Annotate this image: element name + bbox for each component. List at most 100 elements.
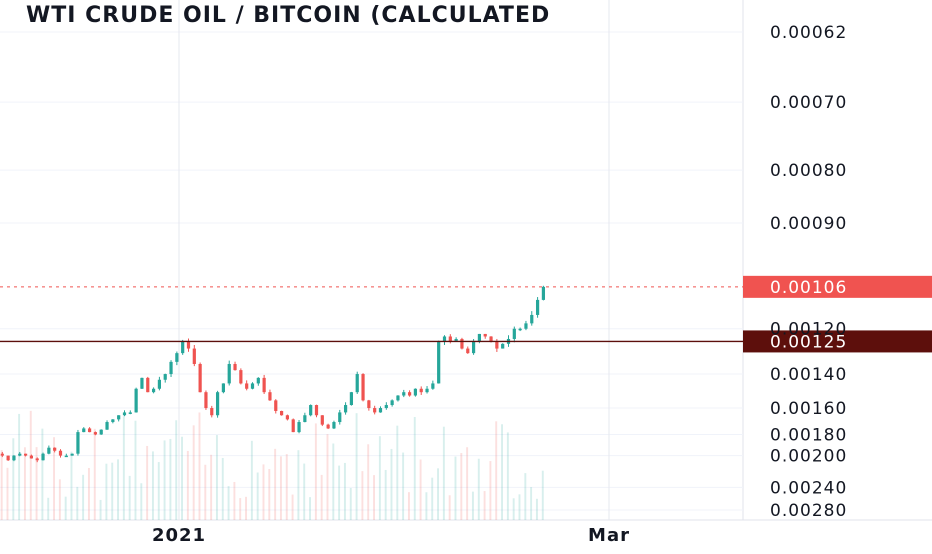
- volume-bar: [518, 494, 521, 520]
- volume-bar: [419, 459, 422, 520]
- candle-body: [326, 424, 330, 429]
- candle-body: [58, 450, 63, 456]
- candle-body: [93, 432, 98, 435]
- time-tick-label: Mar: [588, 525, 630, 546]
- candle-body: [524, 323, 528, 329]
- candle-body: [332, 422, 336, 429]
- price-tick-label: 0.00140: [770, 365, 847, 385]
- candle-body: [163, 374, 167, 380]
- volume-bar: [128, 475, 131, 520]
- candle-body: [239, 370, 243, 384]
- volume-bar: [210, 454, 213, 520]
- candle-body: [169, 361, 173, 375]
- candle-body: [448, 336, 452, 342]
- volume-bar: [291, 494, 294, 520]
- price-axis[interactable]: 0.000620.000700.000800.000900.001200.001…: [770, 23, 847, 521]
- candle-body: [53, 447, 57, 451]
- candle-body: [250, 383, 255, 389]
- volume-bar: [524, 473, 527, 520]
- candle-body: [378, 408, 383, 413]
- volume-bar: [343, 462, 346, 520]
- time-axis[interactable]: 2021 Mar: [152, 525, 630, 546]
- volume-bar: [186, 450, 189, 520]
- horizontal-level-badge-label: 0.00125: [770, 332, 847, 352]
- candle-body: [186, 341, 191, 349]
- candle-body: [303, 415, 307, 423]
- volume-bar: [373, 475, 375, 520]
- candle-body: [361, 374, 365, 401]
- candle-body: [279, 410, 284, 416]
- candle-body: [402, 392, 406, 396]
- volume-bar: [122, 416, 125, 520]
- candles: [0, 285, 546, 463]
- volume-bar: [489, 461, 492, 520]
- volume-bar: [477, 458, 480, 520]
- volume-bar: [437, 468, 439, 520]
- candle-body: [47, 447, 51, 454]
- candle-body: [105, 422, 109, 430]
- volume-bar: [338, 465, 341, 520]
- candle-body: [297, 422, 301, 433]
- volume-bar: [402, 452, 405, 520]
- volume-bar: [117, 459, 119, 520]
- candle-body: [384, 405, 388, 409]
- candle-body: [6, 455, 10, 461]
- volume-bar: [442, 426, 445, 520]
- candle-body: [407, 392, 412, 396]
- chart-title: WTI CRUDE OIL / BITCOIN (CALCULATED: [26, 3, 551, 28]
- candle-body: [192, 348, 196, 364]
- candle-body: [541, 286, 546, 300]
- price-tick-label: 0.00062: [770, 23, 847, 43]
- volume-bar: [279, 456, 282, 520]
- volume-bar: [541, 470, 544, 520]
- volume-bar: [431, 477, 434, 520]
- candle-body: [175, 353, 179, 362]
- volume-bar: [320, 474, 323, 520]
- candle-body: [343, 405, 348, 413]
- candle-body: [18, 453, 22, 456]
- candle-body: [338, 412, 342, 423]
- volume-bar: [262, 464, 265, 520]
- last-price-badge: [743, 275, 932, 298]
- candle-body: [355, 374, 359, 393]
- price-tick-label: 0.00070: [770, 93, 847, 113]
- candle-body: [70, 453, 74, 456]
- volume-bar: [361, 471, 364, 520]
- candle-body: [181, 341, 185, 354]
- volume-bar: [501, 424, 503, 520]
- volume-bar: [460, 453, 463, 520]
- candle-body: [157, 379, 162, 389]
- candle-body: [367, 400, 371, 409]
- candle-body: [437, 341, 441, 384]
- volume-bar: [58, 479, 61, 520]
- candle-body: [501, 343, 505, 349]
- price-tick-label: 0.00240: [770, 478, 847, 498]
- volume-bar: [204, 464, 207, 520]
- volume-bar: [303, 463, 306, 520]
- candle-body: [23, 453, 28, 456]
- candle-body: [349, 392, 354, 406]
- candle-body: [35, 458, 39, 461]
- volume-bar: [146, 445, 149, 520]
- candle-body: [117, 415, 121, 420]
- volume-bar: [221, 457, 224, 520]
- volume-bar: [163, 440, 166, 520]
- volume-bar: [47, 497, 50, 520]
- volume-bar: [378, 436, 381, 520]
- candle-body: [99, 429, 103, 435]
- volume-bar: [140, 483, 143, 520]
- candle-body: [12, 455, 16, 461]
- volume-bar: [18, 413, 21, 520]
- volume-bar: [512, 498, 515, 520]
- candle-body: [111, 419, 115, 423]
- volume-bar: [233, 481, 236, 520]
- grid: [0, 0, 932, 521]
- candle-body: [535, 299, 540, 315]
- candle-body: [274, 400, 278, 411]
- volume-bar: [6, 467, 9, 520]
- volume-bar: [111, 462, 114, 520]
- volume-bar: [64, 496, 67, 520]
- volume-bar: [35, 447, 38, 520]
- volume-bar: [355, 413, 358, 520]
- candle-body: [262, 377, 266, 393]
